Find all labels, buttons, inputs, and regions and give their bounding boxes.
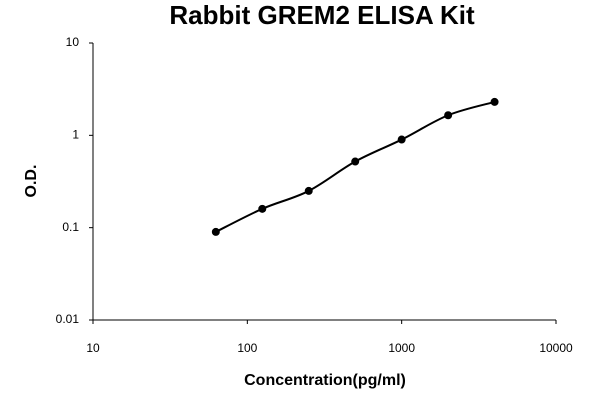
data-point	[397, 135, 406, 144]
y-axis-label: O.D.	[23, 165, 40, 198]
y-tick-label: 1	[72, 128, 79, 142]
y-tick-label: 10	[66, 35, 80, 49]
x-tick-label: 100	[237, 341, 257, 355]
data-point	[211, 227, 220, 236]
x-tick-label: 1000	[388, 341, 415, 355]
data-point	[490, 97, 499, 106]
chart-title: Rabbit GREM2 ELISA Kit	[169, 0, 475, 30]
x-tick-label: 10000	[539, 341, 573, 355]
data-point	[304, 186, 313, 195]
data-point	[444, 111, 453, 120]
x-tick-label: 10	[86, 341, 100, 355]
data-point	[351, 157, 360, 166]
data-point	[258, 204, 267, 213]
y-tick-label: 0.01	[56, 312, 80, 326]
y-tick-label: 0.1	[62, 220, 79, 234]
x-axis-label: Concentration(pg/ml)	[244, 372, 406, 389]
